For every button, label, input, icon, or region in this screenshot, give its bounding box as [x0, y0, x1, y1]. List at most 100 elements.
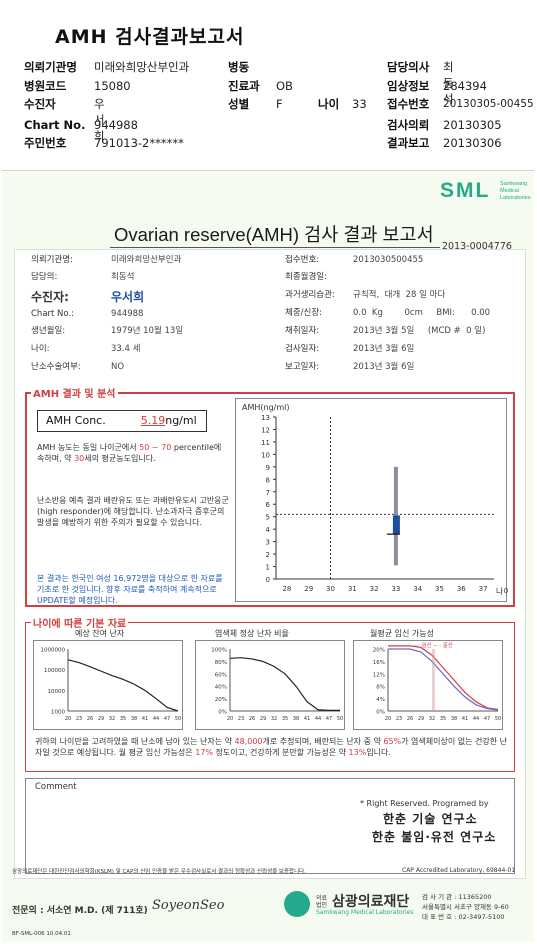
x-tick-label: 20 [227, 716, 233, 722]
x-tick-label: 50 [175, 716, 181, 722]
y-tick-label: 2 [266, 551, 270, 559]
x-tick-label: 31 [348, 585, 357, 593]
chromosome-normal-chart: 100% 80% 60% 40% 20% 0% 20 23 26 29 32 35 38 41 44 47 50 [195, 640, 345, 730]
x-tick-label: 32 [271, 716, 277, 722]
pregnancy-chance-chart: 20% 16% 12% 8% 4% 0% 20 23 26 29 32 35 38 41 44 47 50 --:… [353, 640, 503, 730]
y-tick-label: 40% [215, 685, 227, 691]
summary-text: 귀하의 나이만을 고려하였을 때 난소에 남아 있는 난자는 약 48,000개… [35, 737, 508, 757]
y-tick-label: 8% [376, 685, 385, 691]
header-field: 결과보고 20130306 [387, 136, 502, 150]
y-tick-label: 4 [266, 526, 271, 534]
x-tick-label: 26 [407, 716, 413, 722]
header-field: 병동 [228, 60, 250, 74]
x-tick-label: 35 [440, 716, 446, 722]
x-axis-label: 나이 [496, 586, 508, 596]
header-field: 진료과 OB [228, 79, 293, 93]
report-title: AMH 검사결과보고서 [55, 26, 245, 48]
signature: SoyeonSeo [152, 898, 225, 913]
x-tick-label: 29 [260, 716, 266, 722]
developer-1: 한춘 기술 연구소 [383, 812, 478, 826]
series-line [67, 659, 179, 712]
x-tick-label: 38 [451, 716, 457, 722]
cap-note: CAP Accredited Laboratory, 69844-01 [402, 867, 516, 874]
basic-section-label: 나이에 따른 기본 자료 [31, 615, 129, 630]
info-row: 접수번호: 2013030500455 [285, 255, 424, 265]
y-tick-label: 7 [266, 489, 270, 497]
comment-box [25, 778, 515, 874]
contact-line: 검 사 기 관 : 11365200 [422, 893, 492, 901]
x-tick-label: 29 [98, 716, 104, 722]
form-number: BF-SML-006 10.04.01 [12, 931, 71, 937]
scan-title: Ovarian reserve(AMH) 검사 결과 보고서 [114, 224, 434, 245]
info-row: 담당의: 최동석 [31, 272, 135, 282]
comment-label: Comment [35, 782, 77, 792]
x-tick-label: 23 [238, 716, 244, 722]
x-tick-label: 29 [418, 716, 424, 722]
info-row: Chart No.: 944988 [31, 309, 144, 319]
y-tick-label: 8 [266, 476, 270, 484]
x-tick-label: 38 [131, 716, 137, 722]
x-tick-label: 44 [153, 716, 159, 722]
y-tick-label: 13 [261, 414, 270, 422]
x-tick-label: 37 [479, 585, 488, 593]
document-number: 2013-0004776 [442, 241, 512, 252]
x-tick-label: 33 [391, 585, 400, 593]
amh-section-label: AMH 결과 및 분석 [31, 385, 118, 400]
y-tick-label: 16% [373, 660, 385, 666]
amh-percentile-text: AMH 농도는 동일 나이군에서 50 ~ 70 percentile에 속하며… [37, 443, 222, 463]
age-basic-data-section [25, 622, 515, 772]
foundation-name: 삼광의료재단 [332, 894, 410, 910]
x-tick-label: 23 [76, 716, 82, 722]
info-row-patient: 수진자: 우서희 [31, 290, 145, 304]
x-tick-label: 29 [304, 585, 313, 593]
y-tick-label: 1000000 [41, 648, 66, 654]
contact-line: 대 표 번 호 : 02-3497-5100 [422, 913, 505, 921]
header-field: 병원코드 15080 [24, 79, 131, 93]
info-row: 검사일자: 2013년 3월 6일 [285, 344, 415, 354]
x-tick-label: 50 [495, 716, 501, 722]
info-row: 최종월경일: [285, 272, 327, 282]
foundation-en: Samkwang Medical Laboratories [316, 909, 414, 916]
x-tick-label: 26 [87, 716, 93, 722]
x-tick-label: 35 [435, 585, 444, 593]
y-tick-label: 80% [215, 660, 227, 666]
sml-emblem-icon [284, 891, 310, 917]
y-tick-label: 100% [211, 648, 227, 654]
x-tick-label: 41 [462, 716, 468, 722]
header-field: 검사의뢰 20130305 [387, 118, 502, 132]
y-tick-label: 100000 [44, 668, 65, 674]
info-row: 난소수술여부: NO [31, 362, 125, 372]
x-tick-label: 35 [120, 716, 126, 722]
chromosome-normal-chart-svg: 100% 80% 60% 40% 20% 0%20 23 26 29 32 35 38 41 44 47 50 [211, 648, 343, 723]
y-axis-label: AMH(ng/ml) [242, 403, 290, 412]
y-tick-label: 1000 [51, 710, 65, 716]
x-tick-label: 47 [326, 716, 332, 722]
y-tick-label: 12% [373, 672, 385, 678]
header-field: 성별 F [228, 97, 283, 111]
y-tick-label: 1 [266, 564, 270, 572]
header-field: Chart No. 944988 [24, 118, 138, 132]
x-tick-label: 32 [429, 716, 435, 722]
x-tick-label: 34 [413, 585, 422, 593]
amh-response-text: 난소반응 예측 결과 배란유도 또는 과배란유도시 고반응군 (high res… [37, 496, 229, 527]
info-row: 과거생리습관: 규칙적, 대개 28 일 마다 [285, 290, 446, 300]
y-tick-label: 0% [376, 710, 385, 716]
amh-age-chart: AMH(ng/ml) 0 1 2 3 4 5 6 7 8 9 10 11 12 13 28 29 30 31 32 33… [235, 398, 511, 602]
rights-reserved: * Right Reserved. Programed by [360, 799, 489, 808]
y-tick-label: 5 [266, 514, 270, 522]
y-tick-label: 0% [218, 710, 227, 716]
info-row: 보고일자: 2013년 3월 6일 [285, 362, 415, 372]
y-tick-label: 3 [266, 539, 270, 547]
divider [110, 247, 440, 248]
report-body: 의뢰기관명: 미래와희망산부인과 담당의: 최동석 수진자: 우서희 Chart No… [14, 249, 526, 879]
x-tick-label: 36 [457, 585, 466, 593]
info-row: 채취일자: 2013년 3월 5일 (MCD # 0 일) [285, 326, 486, 336]
age-marker-band [432, 649, 435, 711]
series-line [388, 645, 499, 711]
header-field: 수진자 우서희 [24, 97, 105, 143]
remaining-eggs-chart: 1000000 100000 10000 1000 20 23 26 29 32 35 38 41 44… [33, 640, 183, 730]
chart-title-eggs: 예상 잔여 난자 [75, 629, 125, 638]
x-tick-label: 44 [315, 716, 321, 722]
y-tick-label: 11 [261, 439, 270, 447]
foundation-prefix: 의료 법인 [316, 895, 328, 909]
